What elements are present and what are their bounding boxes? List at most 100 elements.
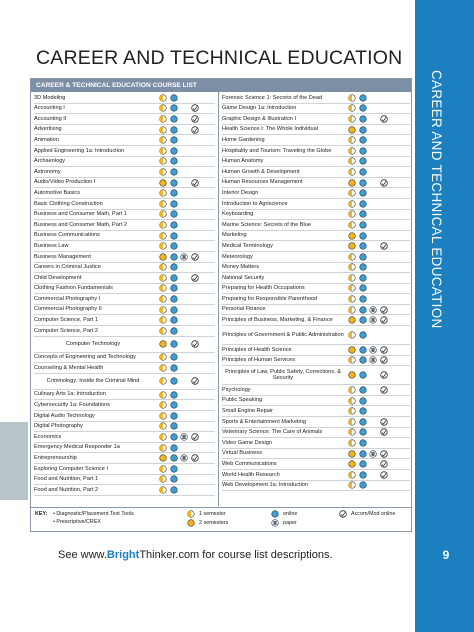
key-item: 2 semesters — [199, 520, 229, 526]
course-name: Marketing — [222, 232, 247, 239]
key-item: Accom/Mod online — [351, 511, 396, 517]
course-icon — [348, 418, 356, 426]
course-row: Audio/Video Production I — [34, 178, 215, 189]
footer-brand: Bright — [106, 549, 140, 561]
course-name: Keyboarding — [222, 211, 254, 218]
course-icon — [169, 444, 178, 452]
course-row: Home Gardening — [222, 135, 410, 146]
course-row: Criminology: Inside the Criminal Mind — [34, 374, 215, 390]
course-icon — [358, 178, 367, 187]
course-icon — [190, 274, 199, 282]
course-row: Hospitality and Tourism: Traveling the G… — [222, 146, 410, 157]
course-name: Sports & Entertainment Marketing — [222, 418, 306, 425]
course-row: Web Development 1a: Introduction — [222, 481, 410, 492]
course-name: Animation — [34, 136, 59, 143]
course-row: Human Growth & Development — [222, 167, 410, 178]
course-icon — [348, 242, 356, 250]
course-icon — [358, 407, 367, 415]
course-icon — [348, 284, 356, 293]
course-icon — [159, 104, 167, 112]
course-name: Meteorology — [222, 253, 253, 260]
course-row: Medical Terminology — [222, 241, 410, 252]
course-name: Digital Audio Technology — [34, 412, 95, 419]
course-name: Computer Technology — [65, 340, 121, 347]
course-icon — [159, 168, 167, 176]
course-row: Interior Design — [222, 188, 410, 199]
table-heading: CAREER & TECHNICAL EDUCATION COURSE LIST — [31, 79, 411, 92]
course-icon — [348, 439, 356, 447]
course-icon — [159, 136, 167, 144]
course-name: Personal Finance — [222, 306, 266, 313]
course-row: Entrepreneurship — [34, 453, 215, 464]
course-name: Criminology: Inside the Criminal Mind — [46, 378, 140, 385]
course-icon — [169, 364, 178, 372]
course-row: Emergency Medical Responder 1a — [34, 443, 215, 454]
course-name: Archaeology — [34, 158, 66, 165]
course-name: Advertising — [34, 126, 62, 133]
course-icon — [379, 371, 388, 379]
course-icon — [379, 316, 388, 324]
course-icon — [369, 316, 377, 324]
course-icon — [159, 306, 167, 314]
course-icon — [358, 104, 367, 112]
course-row: Marketing — [222, 231, 410, 242]
course-icon — [159, 274, 167, 282]
course-row: Digital Photography — [34, 422, 215, 433]
course-icon — [169, 94, 178, 102]
course-icon — [159, 486, 167, 494]
course-icon — [348, 471, 356, 479]
course-name: Graphic Design & Illustration I — [222, 115, 296, 122]
course-icon — [358, 397, 367, 405]
course-row: Business Management — [34, 252, 215, 263]
course-icon — [358, 331, 367, 339]
key-item: paper — [283, 520, 297, 526]
course-icon — [159, 340, 167, 348]
course-name: Cybersecurity 1a: Foundations — [34, 402, 110, 409]
course-name: Culinary Arts 1a: Introduction — [34, 391, 106, 398]
course-name: Preparing for Responsible Parenthood — [222, 295, 318, 302]
course-name: Child Development — [34, 274, 82, 281]
course-name: Business and Consumer Math, Part 1 — [34, 211, 127, 218]
course-icon — [358, 471, 367, 479]
course-icon — [358, 418, 367, 426]
course-name: Video Game Design — [222, 439, 272, 446]
footer-text: See www. — [58, 549, 107, 561]
course-icon — [169, 242, 178, 250]
sidebar — [415, 0, 474, 632]
course-icon — [169, 136, 178, 144]
course-icon — [358, 125, 367, 134]
course-icon — [348, 200, 356, 208]
course-name: Interior Design — [222, 189, 259, 196]
course-icon — [159, 364, 167, 372]
course-row: Introduction to Agriscience — [222, 199, 410, 210]
course-icon — [190, 340, 199, 348]
course-icon — [159, 178, 167, 187]
course-icon — [169, 189, 178, 197]
course-icon — [369, 450, 377, 458]
course-icon — [348, 168, 356, 176]
course-icon — [159, 253, 167, 261]
course-name: Preparing for Health Occupations — [222, 285, 305, 292]
course-name: Hospitality and Tourism: Traveling the G… — [222, 147, 332, 154]
course-row: Business Law — [34, 241, 215, 252]
course-icon — [358, 356, 367, 365]
course-name: 3D Modeling — [34, 94, 66, 101]
course-icon — [348, 450, 356, 458]
course-icon — [348, 481, 356, 489]
course-name: Business Law — [34, 242, 69, 249]
course-icon — [348, 331, 356, 339]
course-row: Principles of Government & Public Admini… — [222, 326, 410, 346]
course-icon — [180, 253, 188, 261]
course-icon — [169, 263, 178, 271]
course-icon — [169, 147, 178, 155]
key-icon — [271, 510, 279, 518]
course-name: Astronomy — [34, 168, 61, 175]
course-icon — [159, 295, 167, 303]
course-icon — [358, 428, 367, 437]
course-icon — [358, 242, 367, 250]
course-name: Concepts of Engineering and Technology — [34, 354, 136, 361]
course-row: Archaeology — [34, 157, 215, 168]
key-item: 1 semester — [199, 511, 226, 517]
course-name: Game Design 1a: Introduction — [222, 105, 297, 112]
course-icon — [169, 327, 178, 335]
